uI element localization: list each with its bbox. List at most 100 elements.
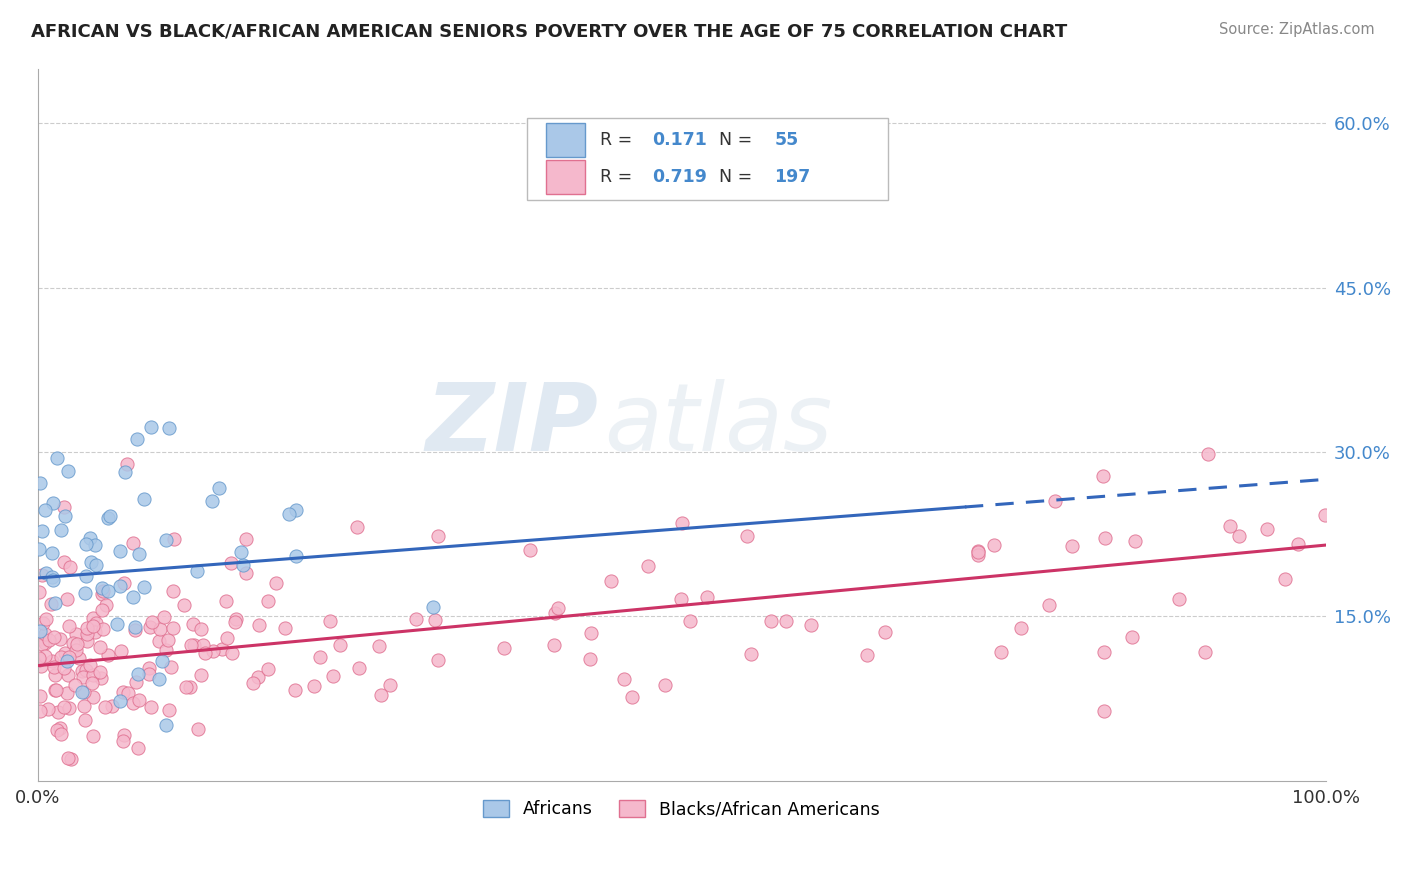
Point bbox=[201, 493, 224, 508]
Point bbox=[173, 599, 195, 613]
Point bbox=[42, 496, 65, 510]
Point bbox=[257, 594, 280, 608]
Point bbox=[128, 693, 150, 707]
Point bbox=[1045, 494, 1067, 508]
Point bbox=[83, 625, 105, 640]
Point bbox=[76, 634, 98, 648]
Point bbox=[367, 639, 389, 653]
Point bbox=[613, 672, 636, 686]
Point bbox=[211, 641, 233, 656]
Point bbox=[34, 636, 56, 650]
FancyBboxPatch shape bbox=[547, 160, 585, 194]
Point bbox=[127, 741, 149, 756]
Point bbox=[124, 624, 146, 638]
Point bbox=[30, 659, 52, 673]
Point bbox=[162, 621, 184, 635]
Point bbox=[62, 635, 84, 649]
Point bbox=[76, 537, 98, 551]
Point bbox=[759, 614, 782, 628]
Point bbox=[49, 632, 72, 647]
Point bbox=[654, 678, 676, 692]
Point bbox=[278, 507, 301, 521]
Point bbox=[65, 678, 87, 692]
Point bbox=[31, 524, 53, 539]
Point bbox=[149, 622, 172, 636]
Point bbox=[671, 591, 693, 606]
Text: R =: R = bbox=[600, 131, 638, 149]
Point bbox=[180, 638, 202, 652]
Point bbox=[148, 633, 170, 648]
Point bbox=[800, 618, 823, 632]
Point bbox=[138, 661, 160, 675]
FancyBboxPatch shape bbox=[527, 119, 887, 201]
Point bbox=[159, 421, 181, 435]
Point bbox=[775, 614, 797, 628]
Point bbox=[127, 666, 149, 681]
Point bbox=[70, 664, 93, 678]
Point bbox=[1060, 539, 1083, 553]
Point bbox=[56, 654, 79, 668]
Point bbox=[37, 702, 59, 716]
Point bbox=[219, 556, 242, 570]
Point bbox=[544, 606, 567, 620]
Point bbox=[215, 631, 238, 645]
Point bbox=[28, 652, 51, 666]
Point bbox=[58, 650, 80, 665]
Point bbox=[425, 613, 447, 627]
Point bbox=[89, 640, 111, 655]
Point bbox=[44, 668, 66, 682]
Point bbox=[73, 699, 96, 714]
Point bbox=[67, 650, 90, 665]
Point bbox=[75, 569, 97, 583]
Text: AFRICAN VS BLACK/AFRICAN AMERICAN SENIORS POVERTY OVER THE AGE OF 75 CORRELATION: AFRICAN VS BLACK/AFRICAN AMERICAN SENIOR… bbox=[31, 22, 1067, 40]
Legend: Africans, Blacks/African Americans: Africans, Blacks/African Americans bbox=[477, 793, 887, 825]
Point bbox=[155, 718, 177, 732]
Point bbox=[122, 697, 145, 711]
Point bbox=[112, 576, 135, 591]
Point bbox=[91, 583, 114, 598]
Point bbox=[73, 685, 96, 699]
Point bbox=[30, 632, 52, 646]
Point bbox=[378, 678, 401, 692]
Point bbox=[84, 615, 107, 630]
Point bbox=[28, 541, 51, 556]
Point bbox=[581, 626, 603, 640]
Point bbox=[1038, 598, 1060, 612]
Point bbox=[207, 481, 229, 495]
Point bbox=[242, 676, 264, 690]
Point bbox=[125, 432, 148, 446]
Point bbox=[1010, 621, 1032, 635]
Point bbox=[53, 509, 76, 524]
Point bbox=[28, 624, 51, 638]
Point bbox=[405, 612, 427, 626]
Point bbox=[873, 624, 896, 639]
Point bbox=[427, 529, 450, 543]
Point bbox=[65, 627, 87, 641]
Point bbox=[108, 579, 131, 593]
Point bbox=[983, 538, 1005, 552]
Point bbox=[543, 638, 565, 652]
Point bbox=[990, 645, 1012, 659]
Point bbox=[80, 555, 103, 569]
Point bbox=[82, 668, 104, 682]
Point bbox=[82, 675, 104, 690]
Point bbox=[39, 597, 62, 611]
Point bbox=[1194, 645, 1216, 659]
Point bbox=[97, 511, 120, 525]
Point bbox=[183, 616, 205, 631]
Point bbox=[31, 637, 53, 651]
Point bbox=[79, 657, 101, 672]
Point bbox=[347, 661, 370, 675]
Point bbox=[110, 644, 132, 658]
Point bbox=[370, 688, 392, 702]
Point bbox=[90, 671, 112, 685]
Point bbox=[150, 654, 173, 668]
Point bbox=[1121, 630, 1143, 644]
Point bbox=[696, 590, 718, 604]
Point bbox=[346, 519, 368, 533]
Point bbox=[284, 503, 307, 517]
Point bbox=[740, 647, 762, 661]
Point bbox=[579, 652, 602, 666]
Point bbox=[58, 618, 80, 632]
Point bbox=[183, 638, 205, 652]
